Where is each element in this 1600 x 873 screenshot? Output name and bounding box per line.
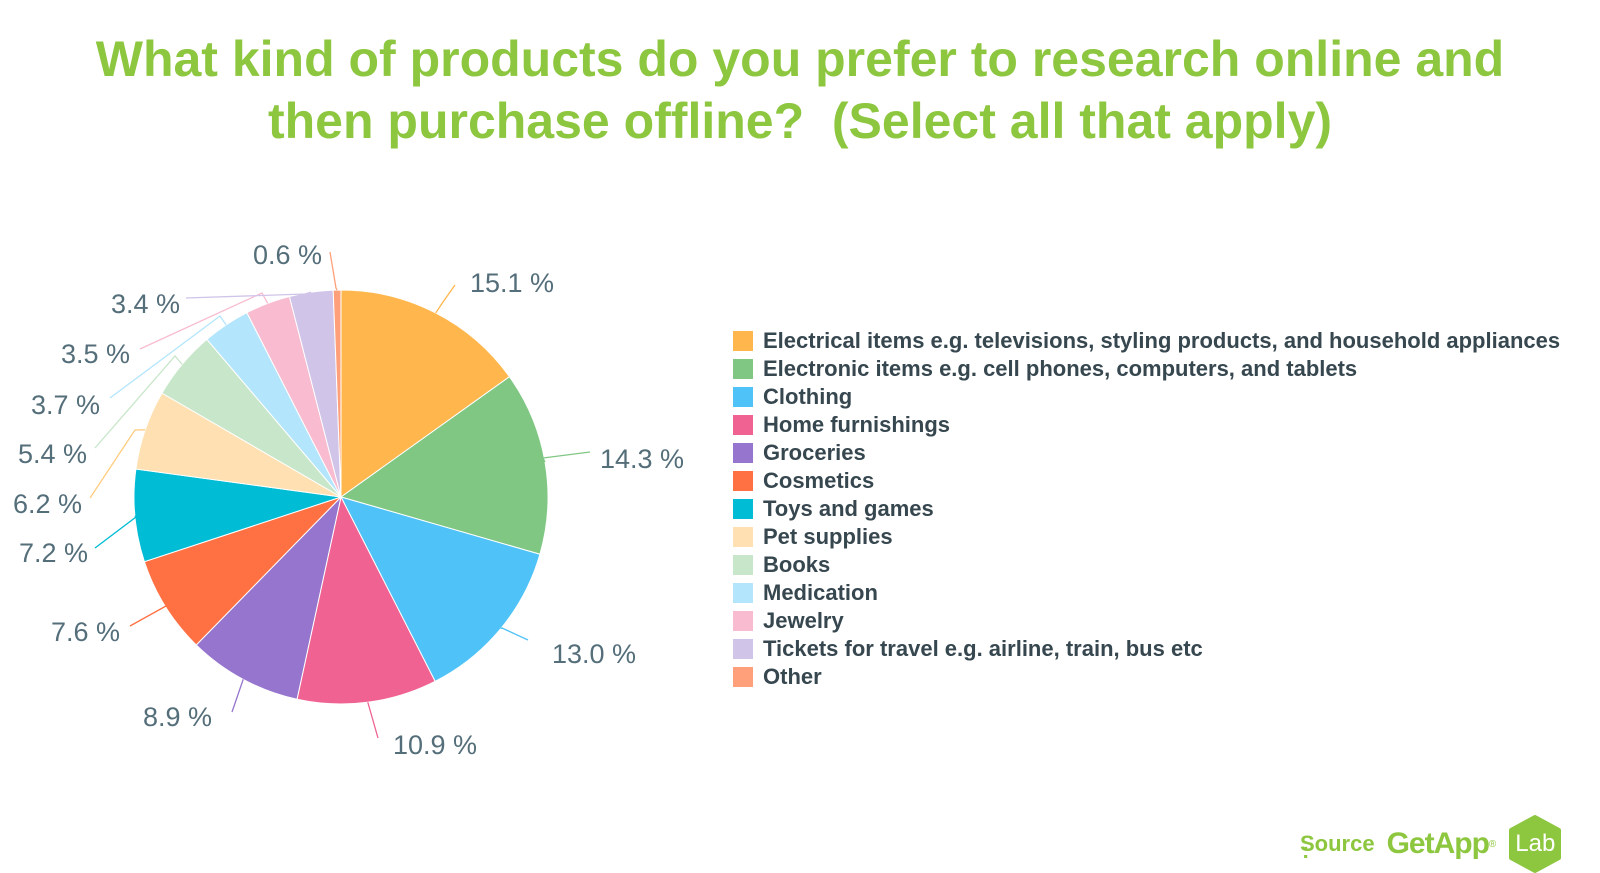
pie-slice-3 [340,496,541,683]
leader-line-2 [542,451,591,463]
data-label-1: 15.1 % [470,268,554,298]
data-label-8: 6.2 % [13,489,82,519]
data-label-2: 14.3 % [600,444,684,474]
legend-item: Other [733,663,1560,691]
legend-label: Home furnishings [763,412,951,437]
legend-label: Books [763,552,831,577]
legend-item: Electrical items e.g. televisions, styli… [733,327,1560,355]
legend-swatch [733,359,753,379]
legend-swatch [733,387,753,407]
pie-slice-1 [340,289,511,498]
legend-item: Medication [733,579,1560,607]
legend-label: Tickets for travel e.g. airline, train, … [763,636,1203,661]
legend-swatch [733,583,753,603]
legend-item: Books [733,551,1560,579]
legend-label: Pet supplies [763,524,893,549]
legend-label: Electronic items e.g. cell phones, compu… [763,356,1358,381]
data-label-5: 8.9 % [143,702,212,732]
legend-label: Other [763,664,822,689]
source-attribution: Source GetApp ® Lab [1300,815,1564,873]
legend-label: Medication [763,580,878,605]
legend-label: Cosmetics [763,468,875,493]
data-label-12: 3.4 % [111,289,180,319]
leader-line-11 [139,292,269,350]
leader-line-6 [129,605,167,627]
data-label-4: 10.9 % [393,730,477,760]
legend-item: Pet supplies [733,523,1560,551]
legend-swatch [733,415,753,435]
data-label-7: 7.2 % [19,538,88,568]
legend-swatch [733,527,753,547]
pie-slice-13 [332,289,342,498]
data-label-11: 3.5 % [61,339,130,369]
leader-line-12 [185,291,312,299]
legend-item: Cosmetics [733,467,1560,495]
legend-swatch [733,555,753,575]
leader-line-8 [89,429,146,499]
legend-swatch [733,331,753,351]
leader-line-1 [435,284,456,314]
leader-line-5 [231,679,244,713]
getapp-logo: GetApp [1386,827,1490,860]
legend-label: Clothing [763,384,853,409]
legend-swatch [733,667,753,687]
legend-item: Jewelry [733,607,1560,635]
legend-item: Toys and games [733,495,1560,523]
leader-line-7 [94,515,137,549]
chart-title: What kind of products do you prefer to r… [0,28,1600,152]
data-label-10: 3.7 % [31,390,100,420]
data-label-13: 0.6 % [253,240,322,270]
legend-item: Clothing [733,383,1560,411]
data-label-3: 13.0 % [552,639,636,669]
legend-swatch [733,639,753,659]
legend-label: Electrical items e.g. televisions, styli… [763,328,1561,353]
legend-swatch [733,443,753,463]
data-label-6: 7.6 % [51,617,120,647]
leader-line-13 [329,251,338,291]
legend-label: Toys and games [763,496,934,521]
lab-badge-label: Lab [1515,830,1556,857]
chart-title-line-2: then purchase offline? (Select all that … [267,93,1333,149]
registered-mark: ® [1488,838,1497,850]
legend-swatch [733,499,753,519]
chart-title-line-1: What kind of products do you prefer to r… [95,31,1505,87]
legend-item: Tickets for travel e.g. airline, train, … [733,635,1560,663]
legend-label: Jewelry [763,608,844,633]
chart-legend: Electrical items e.g. televisions, styli… [733,327,1560,691]
legend-swatch [733,611,753,631]
legend-item: Home furnishings [733,411,1560,439]
legend-item: Electronic items e.g. cell phones, compu… [733,355,1560,383]
lab-badge-icon: Lab [1506,815,1564,873]
source-colon: : [1302,838,1310,863]
leader-line-9 [94,355,183,449]
leader-line-4 [367,701,379,739]
legend-item: Groceries [733,439,1560,467]
source-label: Source [1300,831,1375,856]
data-label-9: 5.4 % [18,439,87,469]
legend-label: Groceries [763,440,866,465]
leader-line-3 [500,627,529,641]
leader-line-10 [109,315,227,399]
legend-swatch [733,471,753,491]
pie-slice-2 [339,376,549,555]
